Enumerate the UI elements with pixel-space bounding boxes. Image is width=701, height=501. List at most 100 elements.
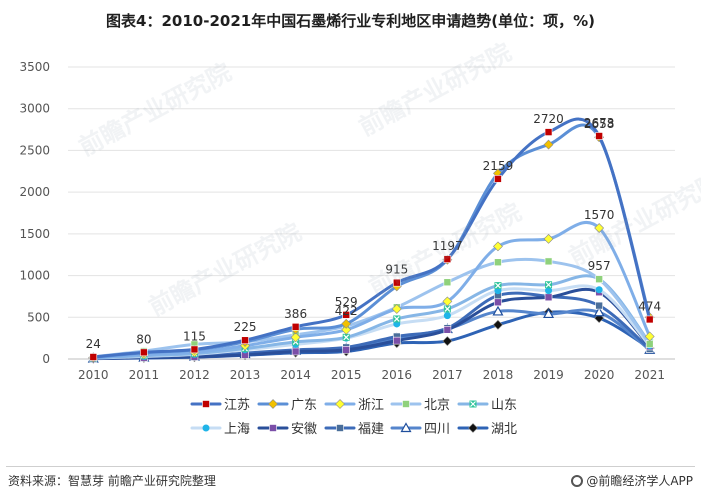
x-tick-label: 2017: [432, 368, 463, 382]
brand-text: @前瞻经济学人APP: [586, 474, 693, 488]
legend-marker: [335, 399, 345, 409]
chart-title: 图表4：2010-2021年中国石墨烯行业专利地区申请趋势(单位：项，%): [106, 12, 595, 30]
grid-lines: [68, 66, 675, 318]
data-label: 386: [284, 307, 307, 321]
legend-item-山东: 山东: [457, 398, 517, 413]
legend-label: 浙江: [358, 398, 384, 413]
y-tick-label: 1000: [19, 269, 50, 283]
data-label: 80: [136, 332, 151, 346]
data-point: [291, 322, 300, 331]
data-point: [442, 296, 453, 307]
y-tick-label: 500: [27, 310, 50, 324]
series-line: [91, 123, 652, 359]
marker-cross: [545, 281, 552, 288]
legend-marker: [202, 400, 210, 408]
marker-cross: [393, 316, 400, 322]
x-tick-label: 2019: [533, 368, 564, 382]
x-tick-label: 2021: [634, 368, 665, 382]
data-point: [544, 257, 553, 266]
data-labels: 24 80 115 225 386 529 915 1197 2159 2720 2673 474 42…: [86, 112, 662, 351]
x-tick-label: 2010: [78, 368, 109, 382]
legend-item-福建: 福建: [324, 422, 384, 437]
footer-divider: [6, 466, 695, 467]
data-point: [342, 346, 351, 354]
x-tick-label: 2015: [331, 368, 362, 382]
y-tick-label: 3500: [19, 60, 50, 74]
series-line: [91, 117, 652, 359]
legend-item-广东: 广东: [257, 398, 317, 413]
data-point: [342, 333, 350, 341]
data-point: [545, 287, 553, 295]
y-tick-label: 0: [42, 352, 50, 366]
data-point: [492, 305, 504, 316]
data-point: [89, 353, 98, 361]
legend-marker: [402, 400, 410, 408]
data-label: 2673: [584, 116, 615, 130]
data-label: 115: [183, 329, 206, 343]
y-tick-label: 1500: [19, 227, 50, 241]
brand-label: @前瞻经济学人APP: [571, 472, 693, 489]
legend-item-江苏: 江苏: [190, 397, 250, 413]
x-tick-label: 2012: [179, 368, 210, 382]
data-label: 1570: [584, 208, 615, 222]
data-point: [443, 255, 452, 263]
data-point: [544, 293, 553, 302]
series-江苏: [89, 117, 654, 361]
series-广东: [88, 123, 655, 363]
data-label: 422: [335, 304, 358, 318]
data-point: [341, 318, 352, 329]
data-point: [594, 223, 605, 233]
data-point: [342, 311, 351, 319]
x-tick-label: 2011: [129, 368, 160, 382]
legend-marker: [400, 422, 412, 433]
data-point: [494, 298, 502, 307]
legend-item-北京: 北京: [390, 398, 450, 413]
data-point: [493, 319, 503, 330]
data-label: 529: [335, 295, 358, 309]
series-line: [91, 220, 652, 360]
data-point: [443, 312, 451, 320]
y-tick-label: 3000: [19, 102, 50, 116]
data-label: 2658: [584, 117, 615, 131]
legend-label: 江苏: [224, 397, 250, 413]
data-label: 474: [638, 299, 661, 313]
x-tick-label: 2020: [584, 368, 615, 382]
x-axis: 2010 2011 2012 2013 2014 2015 2016 2017 2018 2019…: [68, 358, 675, 382]
legend-item-上海: 上海: [190, 422, 250, 437]
data-label: 957: [588, 259, 611, 273]
data-point: [595, 132, 603, 140]
data-point: [645, 340, 654, 348]
x-tick-label: 2016: [382, 368, 413, 382]
data-point: [645, 315, 654, 324]
legend-item-湖北: 湖北: [457, 422, 517, 437]
legend-marker: [202, 424, 210, 432]
y-axis: 0 500 1000 1500 2000 2500 3000 3500: [19, 60, 50, 366]
data-point: [494, 175, 502, 183]
x-tick-label: 2013: [230, 368, 261, 382]
data-point: [595, 301, 603, 310]
legend-label: 北京: [424, 398, 450, 413]
data-point: [341, 324, 352, 335]
data-point: [443, 325, 452, 334]
data-point: [644, 331, 655, 342]
legend-item-四川: 四川: [390, 422, 450, 437]
data-point: [493, 241, 503, 252]
legend-label: 广东: [291, 398, 317, 413]
legend-label: 山东: [491, 398, 517, 413]
data-point: [545, 281, 553, 289]
data-point: [241, 336, 249, 345]
legend-label: 安徽: [291, 422, 317, 437]
data-label: 2159: [483, 159, 514, 173]
series-layer: [87, 117, 656, 364]
data-point: [595, 286, 603, 294]
data-point: [391, 304, 402, 314]
data-point: [393, 315, 401, 323]
data-point: [392, 336, 401, 345]
legend-label: 四川: [424, 422, 450, 437]
source-note: 资料来源：智慧芽 前瞻产业研究院整理: [8, 474, 216, 488]
data-point: [290, 332, 301, 343]
data-label: 2720: [533, 112, 564, 126]
data-point: [593, 306, 605, 317]
marker-cross: [495, 282, 501, 289]
data-point: [543, 308, 555, 319]
